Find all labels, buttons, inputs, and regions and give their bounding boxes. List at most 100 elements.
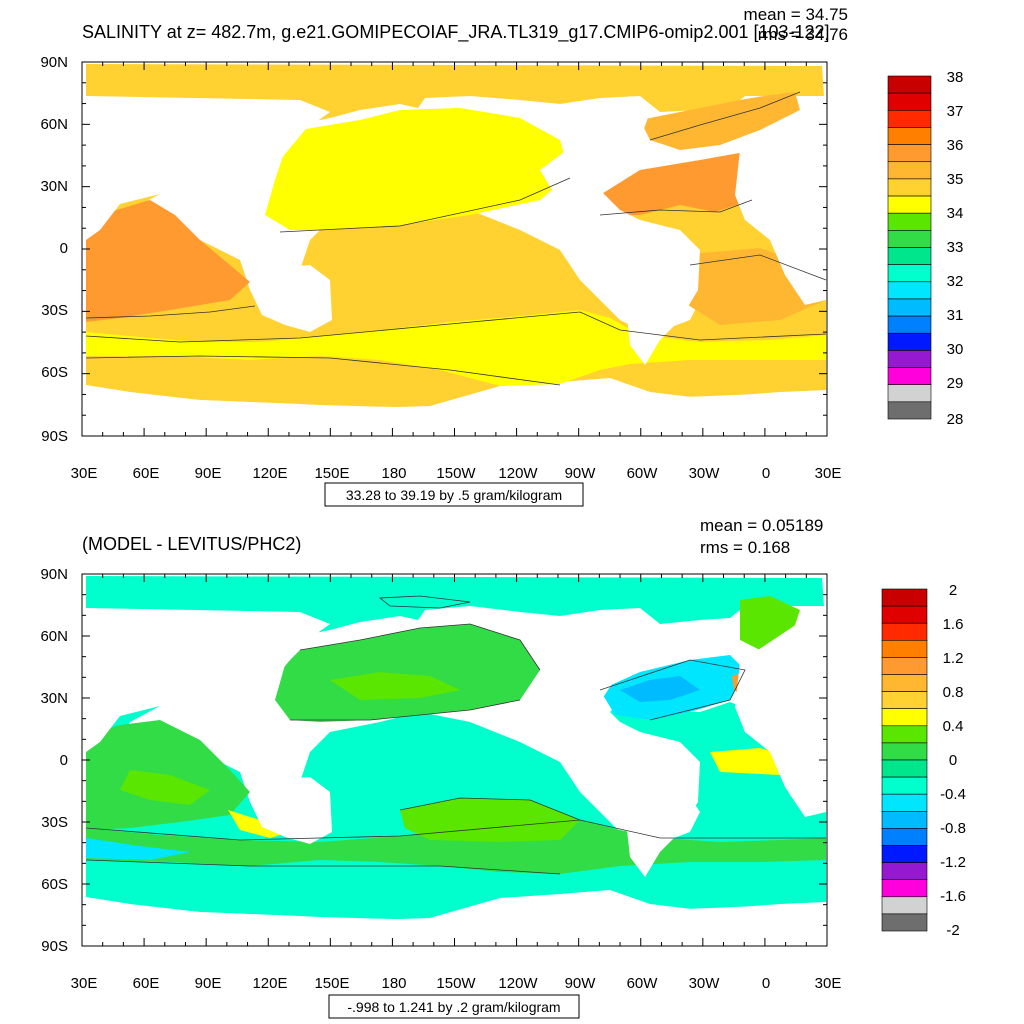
colorbar-swatch — [887, 332, 932, 351]
y-tick-label: 90S — [41, 428, 68, 445]
panel-title: (MODEL - LEVITUS/PHC2) — [82, 534, 301, 554]
colorbar-swatch — [881, 691, 928, 709]
range-label: 33.28 to 39.19 by .5 gram/kilogram — [346, 487, 562, 503]
colorbar-swatch — [887, 75, 932, 94]
colorbar-swatch — [881, 605, 928, 624]
panel-salinity: SALINITY at z= 482.7m, g.e21.GOMIPECOIAF… — [40, 5, 964, 507]
contour-line — [85, 355, 561, 386]
axis-ticks — [81, 61, 828, 437]
colorbar-swatch — [887, 315, 932, 334]
colorbar-swatch — [887, 161, 932, 180]
south-pacific-strong — [400, 798, 580, 842]
colorbar-swatch — [887, 264, 932, 283]
x-tick-label: 120W — [498, 465, 538, 482]
colorbar-swatch — [881, 913, 928, 932]
colorbar-swatch — [881, 588, 928, 607]
southern-negative — [86, 838, 190, 860]
land-africa-europe — [735, 612, 826, 817]
rms-label: rms = 0.168 — [700, 538, 790, 557]
colorbar-swatch — [887, 350, 932, 368]
colorbar-label: -2 — [946, 922, 959, 939]
x-tick-label: 120E — [252, 975, 287, 992]
x-axis-labels: 30E 60E 90E 120E 150E 180 150W 120W 90W … — [71, 465, 842, 482]
x-tick-label: 30W — [689, 465, 721, 482]
colorbar-swatch — [887, 127, 932, 145]
colorbar-label: 37 — [947, 103, 964, 120]
axis-ticks — [81, 573, 828, 947]
colorbar-label: 2 — [949, 582, 957, 599]
colorbar-swatch — [881, 674, 928, 692]
colorbar — [881, 588, 928, 932]
x-tick-label: 120E — [252, 465, 287, 482]
contour-line — [649, 91, 801, 141]
y-tick-label: 60N — [40, 116, 68, 133]
y-tick-label: 0 — [60, 752, 68, 769]
contour-line — [85, 859, 561, 875]
x-tick-label: 30E — [815, 975, 842, 992]
contour-line — [378, 595, 471, 609]
rms-label: rms = 34.76 — [758, 25, 848, 44]
colorbar-label: 34 — [947, 205, 964, 222]
map-field — [82, 62, 827, 436]
x-tick-label: 90E — [195, 975, 222, 992]
panel-title: SALINITY at z= 482.7m, g.e21.GOMIPECOIAF… — [82, 22, 830, 43]
land-antarctica — [82, 896, 827, 946]
colorbar-swatch — [881, 639, 928, 658]
colorbar-label: 31 — [947, 307, 964, 324]
colorbar-label: 29 — [947, 375, 964, 392]
north-pacific-field — [265, 108, 570, 230]
southern-band — [86, 310, 826, 386]
colorbar-label: -1.2 — [940, 854, 966, 871]
contour-line — [689, 254, 827, 281]
colorbar-swatch — [881, 828, 928, 846]
x-tick-label: 180 — [381, 975, 406, 992]
colorbar-label: 28 — [947, 411, 964, 428]
x-tick-label: 120W — [498, 975, 538, 992]
contour-lines — [85, 91, 827, 386]
y-tick-label: 60S — [41, 364, 68, 381]
colorbar-swatch — [887, 384, 932, 403]
x-tick-label: 150W — [436, 975, 476, 992]
x-tick-label: 180 — [381, 465, 406, 482]
colorbar-swatch — [887, 298, 932, 317]
colorbar-label: 33 — [947, 239, 964, 256]
indian-strong — [120, 770, 210, 805]
colorbar-swatch — [887, 92, 932, 111]
colorbar-label: 32 — [947, 273, 964, 290]
colorbar-label: -0.4 — [940, 786, 966, 803]
north-atlantic-field — [640, 92, 800, 150]
contour-line — [290, 699, 521, 721]
x-tick-label: 30E — [71, 975, 98, 992]
colorbar-swatch — [881, 759, 928, 778]
x-tick-label: 60W — [627, 975, 659, 992]
land-americas — [540, 96, 700, 365]
colorbar-label: -0.8 — [940, 820, 966, 837]
mean-label: mean = 0.05189 — [700, 516, 823, 535]
colorbar-swatch — [881, 657, 928, 675]
y-axis-labels: 90N 60N 30N 0 30S 60S 90S — [40, 54, 68, 445]
colorbar-swatch — [881, 793, 928, 812]
contour-line — [599, 659, 746, 721]
land-africa-europe — [735, 100, 826, 305]
colorbar-swatch — [881, 776, 928, 795]
x-tick-label: 0 — [762, 975, 770, 992]
contour-line — [399, 797, 581, 821]
contour-line — [599, 199, 753, 216]
x-axis-labels: 30E 60E 90E 120E 150E 180 150W 120W 90W … — [71, 975, 842, 992]
range-box — [324, 482, 584, 507]
colorbar-swatch — [887, 367, 932, 385]
land-americas — [540, 608, 700, 877]
colorbar-swatch — [881, 896, 928, 915]
land-australia — [250, 777, 332, 844]
colorbar-label: 0 — [949, 752, 957, 769]
colorbar-swatch — [881, 845, 928, 863]
x-tick-label: 90E — [195, 465, 222, 482]
colorbar-label: 1.2 — [943, 650, 964, 667]
x-tick-label: 30E — [71, 465, 98, 482]
indian-field — [86, 200, 250, 322]
colorbar-label: 0.8 — [943, 684, 964, 701]
x-tick-label: 90W — [565, 465, 597, 482]
land-antarctica — [82, 384, 827, 436]
colorbar-label: 30 — [947, 341, 964, 358]
